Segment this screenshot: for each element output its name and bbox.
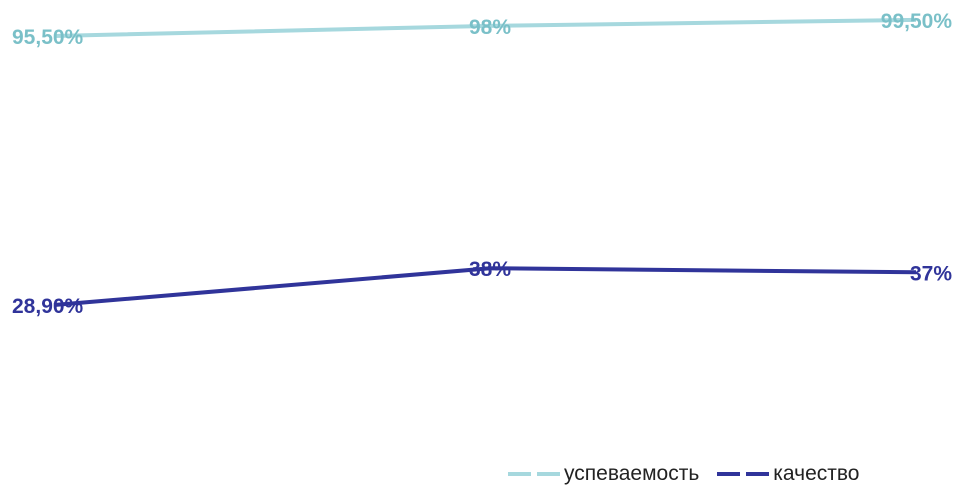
data-label-series-2-point-1: 28,90% [12, 295, 84, 318]
legend-label-series-2: качество [773, 462, 860, 485]
data-label-series-2-point-2: 38% [469, 258, 511, 281]
data-label-series-1-point-1: 95,50% [12, 26, 84, 49]
legend-swatch-series-1 [508, 472, 560, 476]
series-line-2 [53, 266, 917, 307]
data-label-series-2-point-3: 37% [910, 262, 952, 285]
legend-item-series-2: качество [717, 462, 860, 486]
legend-label-series-1: успеваемость [564, 462, 700, 485]
legend: успеваемость качество [508, 462, 860, 486]
legend-swatch-series-2 [717, 472, 770, 476]
series-line-1 [53, 17, 917, 38]
legend-item-series-1: успеваемость [508, 462, 699, 486]
series-layer: 95,50% 98% 99,50% 28,90% 38% 37% [12, 10, 952, 318]
data-label-series-1-point-2: 98% [469, 16, 511, 39]
data-label-series-1-point-3: 99,50% [881, 10, 953, 33]
